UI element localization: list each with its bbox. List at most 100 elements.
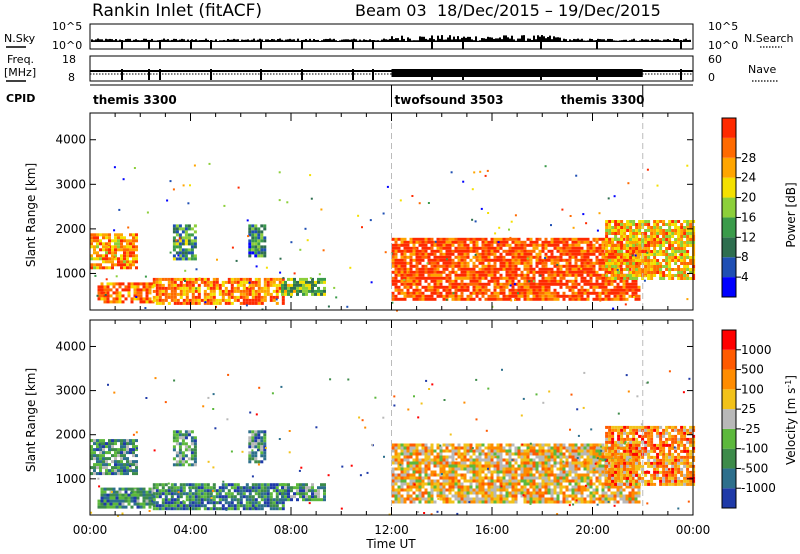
echo-cell xyxy=(123,457,126,461)
echo-cell xyxy=(460,246,464,250)
echo-cell xyxy=(472,488,476,492)
echo-cell xyxy=(478,476,482,480)
echo-cell xyxy=(517,473,521,477)
echo-cell xyxy=(484,258,488,262)
echo-cell xyxy=(484,288,488,292)
echo-cell xyxy=(478,267,482,271)
echo-cell xyxy=(457,488,461,492)
echo-cell xyxy=(90,254,93,258)
echo-cell xyxy=(496,294,500,298)
echo-cell xyxy=(469,488,473,492)
echo-cell xyxy=(175,433,179,437)
echo-speck xyxy=(349,266,352,269)
echo-cell xyxy=(614,250,618,253)
echo-cell xyxy=(424,279,428,283)
echo-cell xyxy=(529,249,533,253)
echo-cell xyxy=(242,283,246,287)
echo-cell xyxy=(457,461,461,465)
echo-cell xyxy=(218,286,222,290)
echo-cell xyxy=(508,458,512,462)
echo-cell xyxy=(311,289,314,293)
echo-cell xyxy=(457,452,461,456)
echo-cell xyxy=(544,246,548,250)
noise-sample xyxy=(433,39,435,42)
echo-cell xyxy=(421,446,425,450)
echo-cell xyxy=(136,502,140,506)
echo-cell xyxy=(692,226,696,229)
echo-cell xyxy=(433,273,437,277)
echo-cell xyxy=(583,240,587,244)
echo-cell xyxy=(659,247,663,250)
echo-speck xyxy=(580,267,583,270)
echo-cell xyxy=(538,476,542,480)
echo-cell xyxy=(550,240,554,244)
echo-cell xyxy=(182,292,186,296)
echo-cell xyxy=(472,249,476,253)
echo-cell xyxy=(427,446,431,450)
echo-cell xyxy=(206,501,210,505)
echo-cell xyxy=(529,291,533,295)
echo-cell xyxy=(100,285,104,289)
echo-cell xyxy=(529,482,533,486)
echo-cell xyxy=(635,262,639,265)
noise-sample xyxy=(357,40,359,42)
echo-cell xyxy=(236,286,240,290)
echo-cell xyxy=(409,461,413,465)
echo-cell xyxy=(93,251,96,255)
echo-cell xyxy=(523,452,527,456)
echo-cell xyxy=(635,223,639,226)
echo-cell xyxy=(424,270,428,274)
echo-cell xyxy=(430,279,434,283)
echo-cell xyxy=(638,223,642,226)
echo-cell xyxy=(181,433,185,437)
echo-cell xyxy=(629,241,633,244)
echo-cell xyxy=(520,461,524,465)
echo-cell xyxy=(463,255,467,259)
echo-cell xyxy=(451,473,455,477)
echo-cell xyxy=(541,491,545,495)
noise-sample xyxy=(647,39,649,42)
echo-cell xyxy=(478,485,482,489)
echo-cell xyxy=(308,289,311,293)
echo-cell xyxy=(475,476,479,480)
echo-cell xyxy=(129,266,132,270)
echo-cell xyxy=(190,457,194,461)
echo-cell xyxy=(460,500,464,504)
echo-cell xyxy=(677,256,681,259)
echo-cell xyxy=(517,482,521,486)
echo-cell xyxy=(126,469,129,473)
echo-cell xyxy=(617,229,621,232)
echo-cell xyxy=(626,226,630,229)
echo-cell xyxy=(671,232,675,235)
noise-sample xyxy=(363,39,365,42)
echo-cell xyxy=(544,476,548,480)
echo-cell xyxy=(517,246,521,250)
echo-cell xyxy=(514,461,518,465)
echo-cell xyxy=(111,454,114,458)
noise-gap-marker xyxy=(210,40,212,49)
echo-cell xyxy=(481,252,485,256)
echo-cell xyxy=(403,246,407,250)
echo-cell xyxy=(445,446,449,450)
echo-cell xyxy=(197,301,201,305)
echo-cell xyxy=(409,273,413,277)
echo-cell xyxy=(99,263,102,267)
echo-cell xyxy=(102,448,105,452)
echo-cell xyxy=(296,283,299,287)
echo-speck xyxy=(258,248,261,251)
echo-cell xyxy=(508,246,512,250)
echo-cell xyxy=(472,270,476,274)
echo-cell xyxy=(665,223,669,226)
echo-cell xyxy=(269,292,273,296)
echo-cell xyxy=(433,458,437,462)
echo-cell xyxy=(559,246,563,250)
echo-cell xyxy=(508,294,512,298)
echo-cell xyxy=(605,220,609,223)
echo-cell xyxy=(610,297,614,301)
echo-cell xyxy=(278,277,282,281)
echo-cell xyxy=(523,243,527,247)
echo-cell xyxy=(254,504,258,508)
echo-cell xyxy=(625,288,629,292)
echo-cell xyxy=(460,452,464,456)
echo-cell xyxy=(544,243,548,247)
